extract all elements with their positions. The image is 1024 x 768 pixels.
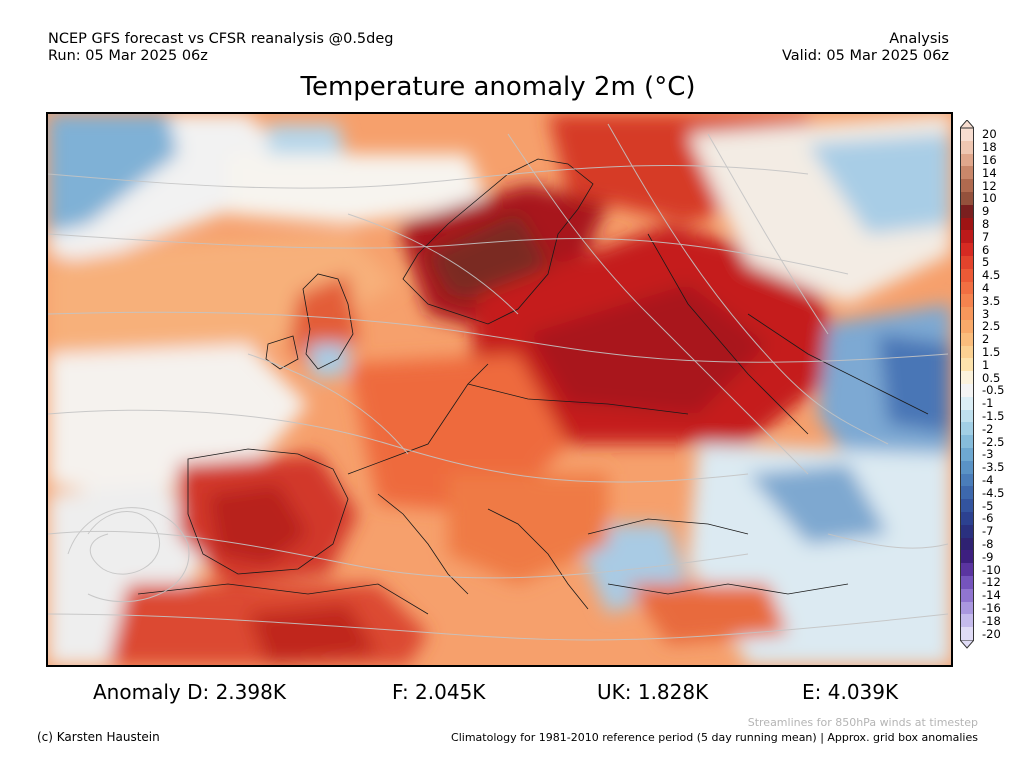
- colorbar-swatch: [960, 294, 974, 308]
- colorbar-swatch: [960, 448, 974, 461]
- colorbar-swatch: [960, 422, 974, 436]
- colorbar-top-arrow: [960, 120, 974, 129]
- colorbar-swatch: [960, 601, 974, 615]
- colorbar-bottom-arrow: [960, 640, 974, 649]
- page-title: Temperature anomaly 2m (°C): [300, 72, 696, 102]
- colorbar-tick-label: 18: [982, 140, 997, 155]
- colorbar-swatch: [960, 217, 974, 231]
- colorbar-tick-label: -1: [982, 396, 994, 411]
- colorbar-tick-label: -7: [982, 524, 994, 539]
- colorbar-tick-label: -0.5: [982, 383, 1005, 398]
- colorbar-tick-label: -2: [982, 421, 994, 436]
- colorbar-swatch: [960, 345, 974, 359]
- colorbar-tick-label: -8: [982, 537, 994, 551]
- colorbar-tick-label: 20: [982, 127, 997, 142]
- colorbar-tick-label: -6: [982, 511, 994, 526]
- colorbar-swatch: [960, 614, 974, 628]
- climatology-note: Climatology for 1981-2010 reference peri…: [451, 731, 978, 744]
- colorbar-tick-label: -4: [982, 473, 994, 487]
- colorbar-swatch: [960, 179, 974, 193]
- colorbar-swatch: [960, 550, 974, 564]
- colorbar-tick-label: -18: [982, 613, 1001, 628]
- colorbar-tick-label: 4.5: [982, 268, 1001, 283]
- colorbar-swatch: [960, 307, 974, 321]
- colorbar-tick-label: -3: [982, 447, 994, 462]
- run-time-line: Run: 05 Mar 2025 06z: [48, 48, 208, 64]
- colorbar-swatch: [960, 588, 974, 602]
- colorbar-swatch: [960, 563, 974, 577]
- colorbar-tick-label: 3.5: [982, 293, 1001, 308]
- colorbar-tick-label: 1: [982, 357, 990, 372]
- colorbar-tick-label: 16: [982, 153, 997, 167]
- stat-germany: Anomaly D: 2.398K: [93, 680, 286, 704]
- colorbar-tick-label: -3.5: [982, 460, 1005, 475]
- model-info-line: NCEP GFS forecast vs CFSR reanalysis @0.…: [48, 31, 394, 47]
- colorbar-swatch: [960, 268, 974, 282]
- colorbar-swatch: [960, 512, 974, 525]
- colorbar-tick-label: -1.5: [982, 409, 1005, 423]
- colorbar-tick-label: 1.5: [982, 345, 1001, 359]
- colorbar-swatch: [960, 627, 974, 641]
- colorbar-swatch: [960, 384, 974, 397]
- colorbar-swatch: [960, 166, 974, 180]
- copyright: (c) Karsten Haustein: [37, 730, 160, 744]
- colorbar-swatch: [960, 473, 974, 487]
- colorbar-swatch: [960, 230, 974, 244]
- colorbar-tick-label: 12: [982, 178, 997, 193]
- colorbar-tick-label: -5: [982, 498, 994, 513]
- colorbar-swatch: [960, 140, 974, 154]
- colorbar-tick-label: 6: [982, 242, 990, 257]
- colorbar-swatch: [960, 256, 974, 269]
- colorbar: [960, 128, 974, 641]
- colorbar-swatch: [960, 358, 974, 372]
- colorbar-tick-label: 8: [982, 217, 990, 231]
- anomaly-map-canvas: [48, 114, 951, 665]
- colorbar-tick-label: 4: [982, 281, 990, 295]
- colorbar-tick-label: 7: [982, 229, 990, 244]
- colorbar-swatch: [960, 576, 974, 589]
- colorbar-tick-label: 2.5: [982, 319, 1001, 334]
- colorbar-swatch: [960, 243, 974, 257]
- colorbar-swatch: [960, 435, 974, 449]
- colorbar-tick-label: 14: [982, 165, 997, 180]
- colorbar-swatch: [960, 396, 974, 410]
- valid-time-line: Valid: 05 Mar 2025 06z: [781, 48, 949, 64]
- colorbar-swatch: [960, 524, 974, 538]
- colorbar-tick-label: 3: [982, 306, 990, 321]
- colorbar-swatch: [960, 537, 974, 551]
- colorbar-swatch: [960, 204, 974, 218]
- colorbar-swatch: [960, 499, 974, 513]
- colorbar-tick-label: 0.5: [982, 370, 1001, 385]
- colorbar-swatch: [960, 460, 974, 474]
- colorbar-tick-label: 2: [982, 332, 990, 347]
- colorbar-tick-label: -14: [982, 588, 1001, 603]
- colorbar-tick-label: -9: [982, 549, 994, 564]
- colorbar-swatch: [960, 332, 974, 346]
- colorbar-swatch: [960, 153, 974, 167]
- colorbar-tick-label: 5: [982, 255, 990, 270]
- colorbar-tick-label: 9: [982, 204, 990, 219]
- colorbar-tick-label: -16: [982, 601, 1001, 615]
- streamlines-note: Streamlines for 850hPa winds at timestep: [747, 716, 978, 729]
- colorbar-tick-label: -2.5: [982, 434, 1005, 449]
- colorbar-tick-label: -20: [982, 626, 1001, 641]
- colorbar-tick-label: -4.5: [982, 485, 1005, 500]
- stat-spain: E: 4.039K: [802, 680, 899, 704]
- colorbar-swatch: [960, 371, 974, 385]
- colorbar-swatch: [960, 486, 974, 500]
- colorbar-swatch: [960, 281, 974, 295]
- colorbar-swatch: [960, 320, 974, 333]
- colorbar-swatch: [960, 128, 974, 141]
- colorbar-swatch: [960, 409, 974, 423]
- colorbar-tick-label: -12: [982, 575, 1001, 590]
- colorbar-tick-label: 10: [982, 191, 997, 206]
- analysis-label: Analysis: [889, 31, 949, 47]
- colorbar-tick-label: -10: [982, 562, 1001, 577]
- stat-france: F: 2.045K: [392, 680, 486, 704]
- stat-uk: UK: 1.828K: [597, 680, 709, 704]
- anomaly-map: [46, 112, 953, 667]
- colorbar-swatch: [960, 192, 974, 205]
